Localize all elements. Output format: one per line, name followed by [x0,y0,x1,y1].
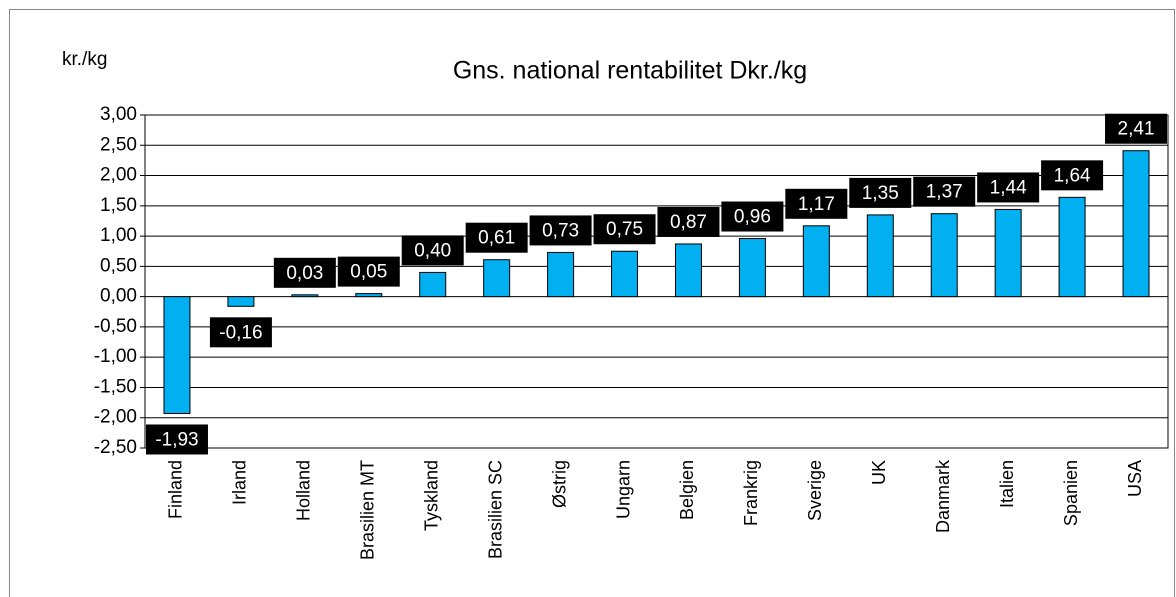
x-tick-label: Frankrig [741,460,761,526]
y-tick-label: 0,50 [100,255,137,276]
value-label: 1,37 [926,182,963,203]
bar [674,243,702,298]
value-label: 2,41 [1118,119,1155,140]
bar [802,225,830,298]
y-tick-label: 1,00 [100,225,137,246]
x-tick-label: USA [1125,460,1145,497]
value-label-box [785,188,848,219]
value-label: 0,75 [606,219,643,240]
value-label-box [529,215,592,246]
value-label-box [977,172,1040,203]
value-label-box [721,201,784,232]
value-label: 0,05 [350,262,387,283]
value-label: 1,35 [862,183,899,204]
x-tick-label: Spanien [1061,460,1081,526]
value-label: 1,44 [990,177,1027,198]
value-label-box [465,222,528,253]
bar [355,293,383,298]
chart-title: Gns. national rentabilitet Dkr./kg [453,57,807,85]
y-axis-label: kr./kg [62,49,107,70]
y-tick-label: -2,00 [94,407,137,428]
y-tick-label: 1,50 [100,195,137,216]
x-tick-label: Brasilien SC [485,460,505,559]
value-label-box [1105,113,1168,144]
bar [483,259,511,298]
x-tick-label: Østrig [549,460,569,508]
bar [994,208,1022,298]
value-label-box [145,424,208,455]
value-label: 0,61 [478,228,515,249]
bar [291,294,319,298]
value-label-box [593,214,656,245]
value-label-box [401,235,464,266]
x-tick-label: Belgien [677,460,697,520]
x-tick-label: Irland [230,460,250,505]
value-label: -1,93 [155,430,198,451]
value-label: 0,96 [734,207,771,228]
value-label-box [913,176,976,207]
y-tick-label: -2,50 [94,437,137,458]
y-tick-label: 2,00 [100,165,137,186]
x-tick-label: UK [869,460,889,485]
chart-border [9,9,1175,597]
x-tick-label: Italien [997,460,1017,508]
bar [930,213,958,298]
bar [547,251,575,298]
bar [738,238,766,298]
value-label-box [273,257,336,288]
y-tick-label: -1,50 [94,376,137,397]
x-tick-label: Brasilien MT [358,460,378,560]
y-tick-label: 2,50 [100,134,137,155]
value-label-box [1041,160,1104,191]
y-tick-label: -0,50 [94,316,137,337]
bar [163,296,191,414]
value-label: 1,64 [1054,165,1091,186]
x-tick-label: Finland [166,460,186,519]
value-label: -0,16 [219,322,262,343]
value-label-box [849,177,912,208]
x-tick-label: Ungarn [613,460,633,519]
bar [1122,150,1150,298]
x-tick-label: Sverige [805,460,825,521]
value-label: 0,87 [670,212,707,233]
bar [611,250,639,298]
value-label-box [209,317,272,348]
value-label-box [337,256,400,287]
value-label: 1,17 [798,194,835,215]
x-tick-label: Tyskland [421,460,441,531]
y-tick-label: 0,00 [100,286,137,307]
y-tick-label: -1,00 [94,346,137,367]
bar [866,214,894,298]
bar [227,296,255,307]
x-tick-label: Danmark [933,459,953,533]
x-tick-label: Holland [294,460,314,521]
value-label-box [657,206,720,237]
value-label: 0,73 [542,220,579,241]
bar [1058,196,1086,298]
bar [419,271,447,298]
y-tick-label: 3,00 [100,104,137,125]
value-label: 0,40 [414,240,451,261]
value-label: 0,03 [286,263,323,284]
